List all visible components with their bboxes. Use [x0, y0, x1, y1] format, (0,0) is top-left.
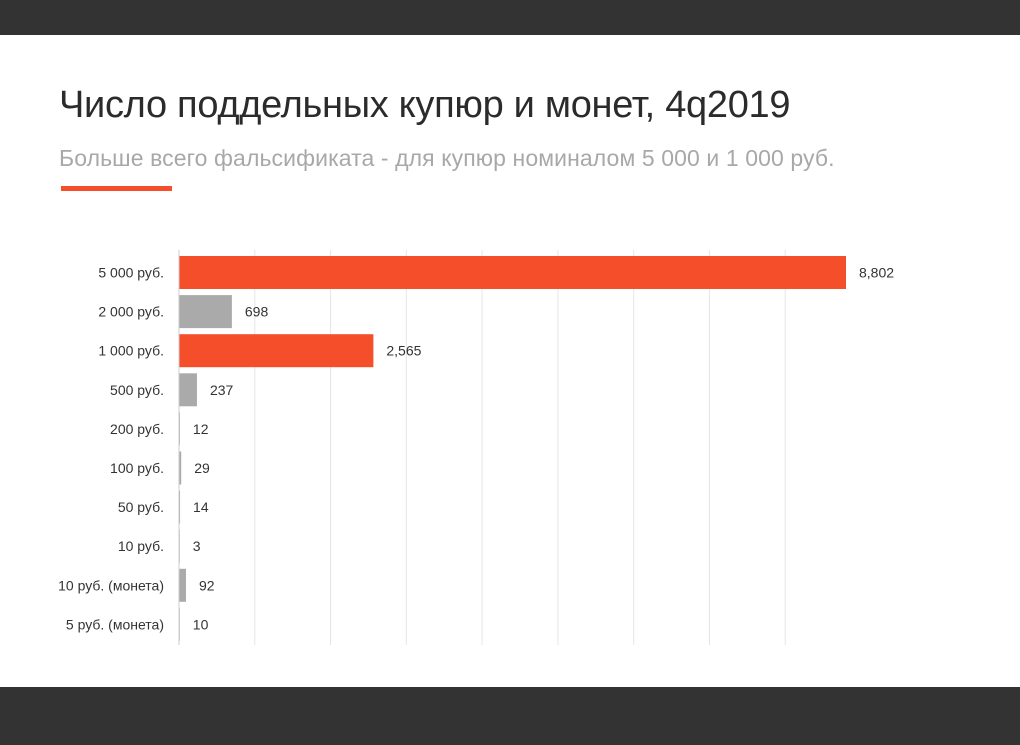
bar — [179, 295, 232, 329]
chart-subtitle: Больше всего фальсификата - для купюр но… — [59, 145, 835, 171]
value-label: 2,565 — [386, 343, 421, 359]
bottom-bar — [0, 687, 1020, 745]
category-label: 10 руб. — [118, 538, 164, 554]
chart-title: Число поддельных купюр и монет, 4q2019 — [59, 84, 791, 126]
category-label: 200 руб. — [110, 421, 164, 437]
category-label: 50 руб. — [118, 499, 164, 515]
bar — [179, 490, 181, 524]
bar — [179, 373, 197, 407]
value-label: 29 — [194, 460, 210, 476]
category-label: 5 руб. (монета) — [66, 616, 164, 632]
value-label: 698 — [245, 304, 269, 320]
gridlines — [254, 250, 786, 645]
value-label: 12 — [193, 421, 209, 437]
bar — [179, 256, 846, 289]
value-label: 3 — [193, 538, 201, 554]
category-label: 10 руб. (монета) — [58, 577, 164, 593]
category-label: 500 руб. — [110, 382, 164, 398]
category-labels: 5 000 руб. 2 000 руб. 1 000 руб. 500 руб. 20… — [58, 265, 164, 633]
category-label: 1 000 руб. — [98, 343, 164, 359]
value-label: 14 — [193, 499, 209, 515]
value-label: 92 — [199, 577, 215, 593]
top-bar — [0, 0, 1020, 35]
title-accent-line — [61, 186, 172, 191]
category-label: 2 000 руб. — [98, 304, 164, 320]
category-label: 100 руб. — [110, 460, 164, 476]
bar-chart: 5 000 руб. 2 000 руб. 1 000 руб. 500 руб. 20… — [58, 250, 894, 645]
value-label: 237 — [210, 382, 234, 398]
bar — [179, 334, 374, 368]
bar — [179, 568, 186, 602]
value-labels: 8,802 698 2,565 237 12 29 14 3 92 10 — [193, 265, 894, 633]
bar — [179, 451, 182, 485]
bars — [179, 256, 846, 641]
value-label: 8,802 — [859, 265, 894, 281]
value-label: 10 — [193, 616, 209, 632]
category-label: 5 000 руб. — [98, 265, 164, 281]
